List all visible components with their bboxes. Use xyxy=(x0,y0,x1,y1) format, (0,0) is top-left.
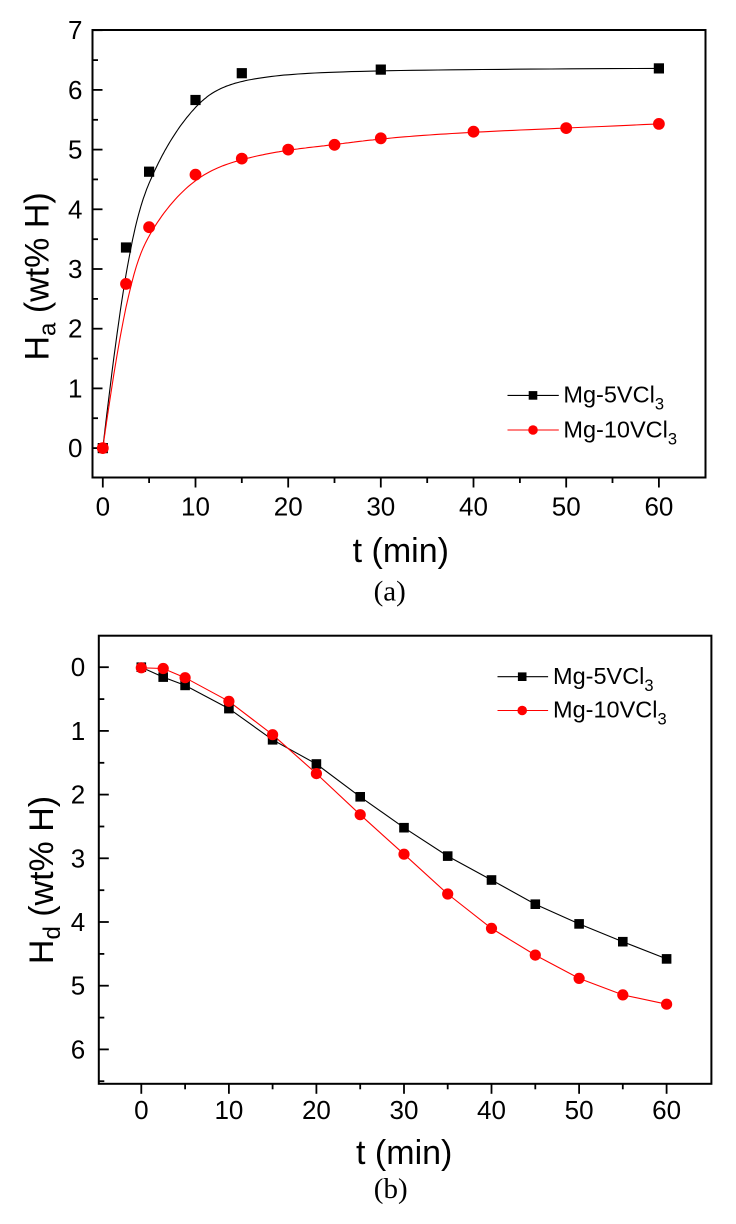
svg-text:2: 2 xyxy=(68,314,82,344)
svg-text:40: 40 xyxy=(477,1095,506,1125)
svg-text:0: 0 xyxy=(68,433,82,463)
svg-text:30: 30 xyxy=(366,491,395,521)
svg-text:5: 5 xyxy=(71,971,85,1001)
svg-text:20: 20 xyxy=(274,491,303,521)
svg-text:4: 4 xyxy=(71,907,85,937)
svg-text:(a): (a) xyxy=(374,576,406,608)
svg-text:0: 0 xyxy=(96,491,110,521)
svg-text:3: 3 xyxy=(71,843,85,873)
svg-text:0: 0 xyxy=(71,652,85,682)
svg-text:1: 1 xyxy=(68,373,82,403)
svg-text:60: 60 xyxy=(644,491,673,521)
svg-text:3: 3 xyxy=(68,254,82,284)
svg-text:60: 60 xyxy=(652,1095,681,1125)
svg-text:2: 2 xyxy=(71,780,85,810)
svg-text:7: 7 xyxy=(68,15,82,45)
svg-text:(b): (b) xyxy=(374,1173,408,1205)
svg-text:t (min): t (min) xyxy=(356,1134,452,1172)
svg-text:40: 40 xyxy=(459,491,488,521)
svg-text:5: 5 xyxy=(68,135,82,165)
svg-text:6: 6 xyxy=(68,75,82,105)
svg-text:10: 10 xyxy=(181,491,210,521)
svg-text:0: 0 xyxy=(134,1095,148,1125)
svg-text:6: 6 xyxy=(71,1034,85,1064)
svg-text:30: 30 xyxy=(390,1095,419,1125)
svg-text:50: 50 xyxy=(565,1095,594,1125)
svg-text:50: 50 xyxy=(552,491,581,521)
svg-text:Hd (wt% H): Hd (wt% H) xyxy=(23,796,66,964)
svg-text:20: 20 xyxy=(302,1095,331,1125)
svg-text:1: 1 xyxy=(71,716,85,746)
svg-text:4: 4 xyxy=(68,194,82,224)
svg-text:t (min): t (min) xyxy=(353,532,449,570)
svg-text:10: 10 xyxy=(214,1095,243,1125)
